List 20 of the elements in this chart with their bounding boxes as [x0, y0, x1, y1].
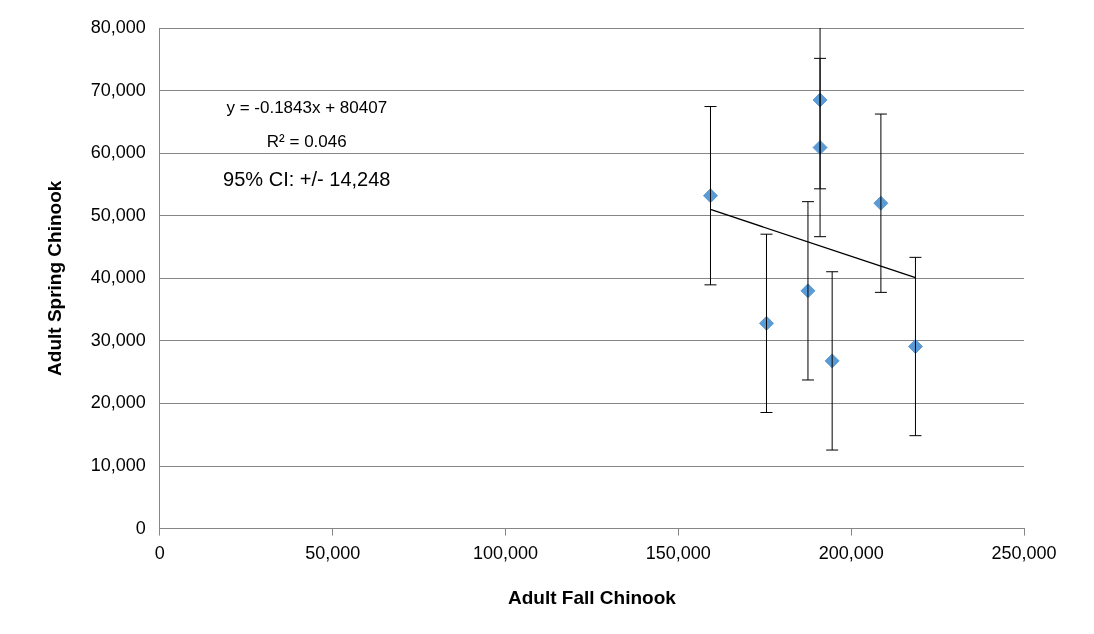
y-tick-label: 0 [135, 517, 146, 538]
annotation: y = -0.1843x + 80407 [226, 97, 388, 117]
y-tick-label: 30,000 [90, 329, 146, 350]
y-tick-label: 10,000 [90, 454, 146, 475]
y-tick-label: 20,000 [90, 392, 146, 413]
x-axis-title: Adult Fall Chinook [508, 586, 677, 608]
x-tick-label: 200,000 [818, 543, 884, 564]
x-tick-label: 250,000 [991, 543, 1057, 564]
x-tick-label: 0 [154, 543, 165, 564]
y-tick-label: 60,000 [90, 142, 146, 163]
y-tick-label: 40,000 [90, 267, 146, 288]
y-tick-label: 50,000 [90, 204, 146, 225]
x-tick-label: 150,000 [645, 543, 711, 564]
y-tick-label: 70,000 [90, 79, 146, 100]
x-tick-label: 50,000 [305, 543, 361, 564]
annotation: 95% CI: +/- 14,248 [223, 168, 391, 191]
x-tick-label: 100,000 [472, 543, 539, 564]
y-axis-title: Adult Spring Chinook [43, 180, 65, 376]
y-tick-label: 80,000 [90, 16, 146, 37]
annotation: R² = 0.046 [266, 131, 347, 151]
